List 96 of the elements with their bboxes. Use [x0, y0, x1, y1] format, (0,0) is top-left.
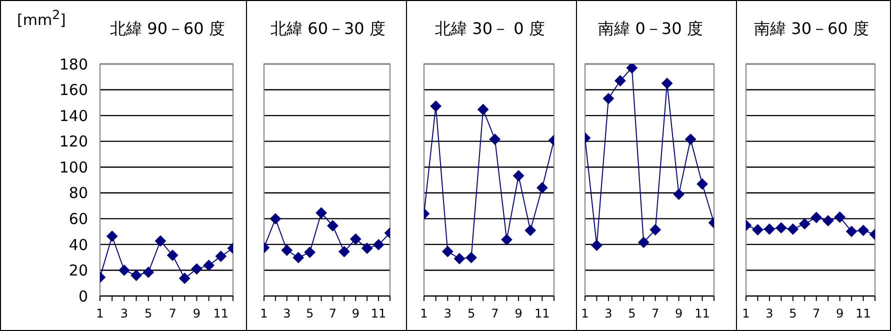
x-tick-label: 9: [514, 306, 522, 321]
point: [650, 224, 661, 236]
point: [338, 246, 350, 258]
y-tick-label: 140: [59, 106, 88, 125]
point: [513, 170, 524, 182]
point: [846, 226, 858, 237]
x-tick-label: 5: [467, 306, 476, 321]
y-tick-label: 20: [68, 262, 88, 280]
point: [130, 270, 142, 281]
point: [591, 240, 602, 251]
point: [179, 272, 190, 284]
x-tick-label: 9: [352, 306, 360, 321]
point: [822, 215, 834, 226]
point: [696, 178, 708, 190]
point: [304, 246, 316, 258]
point: [292, 252, 304, 264]
y-tick-label: 40: [68, 236, 88, 254]
chart-title: 南緯 30－60 度: [753, 19, 870, 40]
point: [489, 134, 500, 145]
point: [430, 100, 442, 112]
point: [524, 224, 536, 236]
chart-title: 北緯 60－30 度: [270, 19, 386, 40]
point: [350, 234, 362, 245]
x-tick-label: 3: [283, 306, 291, 321]
point: [501, 234, 512, 246]
point: [662, 78, 673, 89]
point: [142, 266, 154, 278]
x-tick-label: 1: [420, 306, 428, 321]
point: [602, 93, 614, 104]
x-tick-label: 9: [192, 306, 201, 321]
y-axis-title: [mm$^{2}$]: [17, 7, 66, 29]
point: [442, 246, 454, 258]
x-tick-label: 7: [168, 306, 176, 321]
x-tick-label: 3: [766, 306, 774, 321]
point: [281, 244, 292, 256]
x-tick-label: 7: [328, 306, 337, 321]
x-tick-label: 5: [628, 306, 636, 321]
point: [327, 220, 338, 232]
point: [673, 188, 684, 200]
chart-title: 南緯 0－30 度: [597, 19, 704, 40]
point: [858, 224, 869, 236]
x-tick-label: 7: [652, 306, 660, 321]
point: [614, 75, 626, 86]
x-tick-label: 5: [306, 306, 314, 321]
point: [478, 104, 489, 115]
point: [118, 264, 130, 276]
x-tick-label: 5: [789, 306, 797, 321]
y-tick-label: 60: [68, 210, 88, 228]
point: [215, 250, 226, 262]
x-tick-label: 3: [604, 306, 612, 321]
chart-title: 北緯 90－60 度: [109, 19, 226, 40]
point: [810, 212, 822, 224]
x-tick-label: 3: [120, 306, 128, 321]
point: [362, 242, 373, 254]
x-tick-label: 7: [812, 306, 820, 321]
x-tick-label: 11: [694, 306, 710, 321]
point: [799, 218, 810, 230]
point: [638, 236, 650, 248]
point: [373, 239, 384, 250]
x-tick-label: 1: [742, 306, 750, 321]
point: [270, 213, 281, 224]
point: [536, 182, 548, 194]
point: [776, 222, 787, 234]
point: [834, 212, 846, 223]
point: [203, 260, 214, 271]
x-tick-label: 9: [836, 306, 844, 321]
x-tick-label: 1: [96, 306, 104, 321]
y-tick-label: 160: [59, 81, 88, 100]
chart-title: 北緯 30－ 0 度: [434, 19, 546, 40]
point: [466, 252, 477, 264]
point: [154, 235, 166, 246]
x-tick-label: 1: [581, 306, 589, 321]
x-tick-label: 3: [444, 306, 452, 321]
x-tick-label: 11: [534, 306, 550, 321]
y-tick-label: 100: [59, 158, 88, 176]
x-tick-label: 9: [675, 306, 683, 321]
y-tick-label: 80: [68, 184, 88, 202]
point: [787, 224, 798, 235]
point: [191, 263, 202, 274]
y-tick-label: 0: [78, 287, 88, 306]
x-tick-label: 11: [856, 306, 871, 321]
x-tick-label: 1: [260, 306, 268, 321]
y-tick-label: 120: [59, 132, 88, 151]
y-tick-label: 180: [59, 55, 88, 74]
point: [106, 230, 118, 242]
point: [316, 207, 327, 218]
point: [764, 224, 775, 235]
point: [685, 134, 696, 145]
x-tick-label: 11: [370, 306, 386, 321]
point: [752, 224, 764, 236]
point: [626, 64, 638, 74]
x-tick-label: 7: [491, 306, 499, 321]
point: [167, 250, 178, 261]
x-tick-label: 11: [213, 306, 229, 321]
x-tick-label: 5: [144, 306, 152, 321]
point: [454, 253, 465, 264]
